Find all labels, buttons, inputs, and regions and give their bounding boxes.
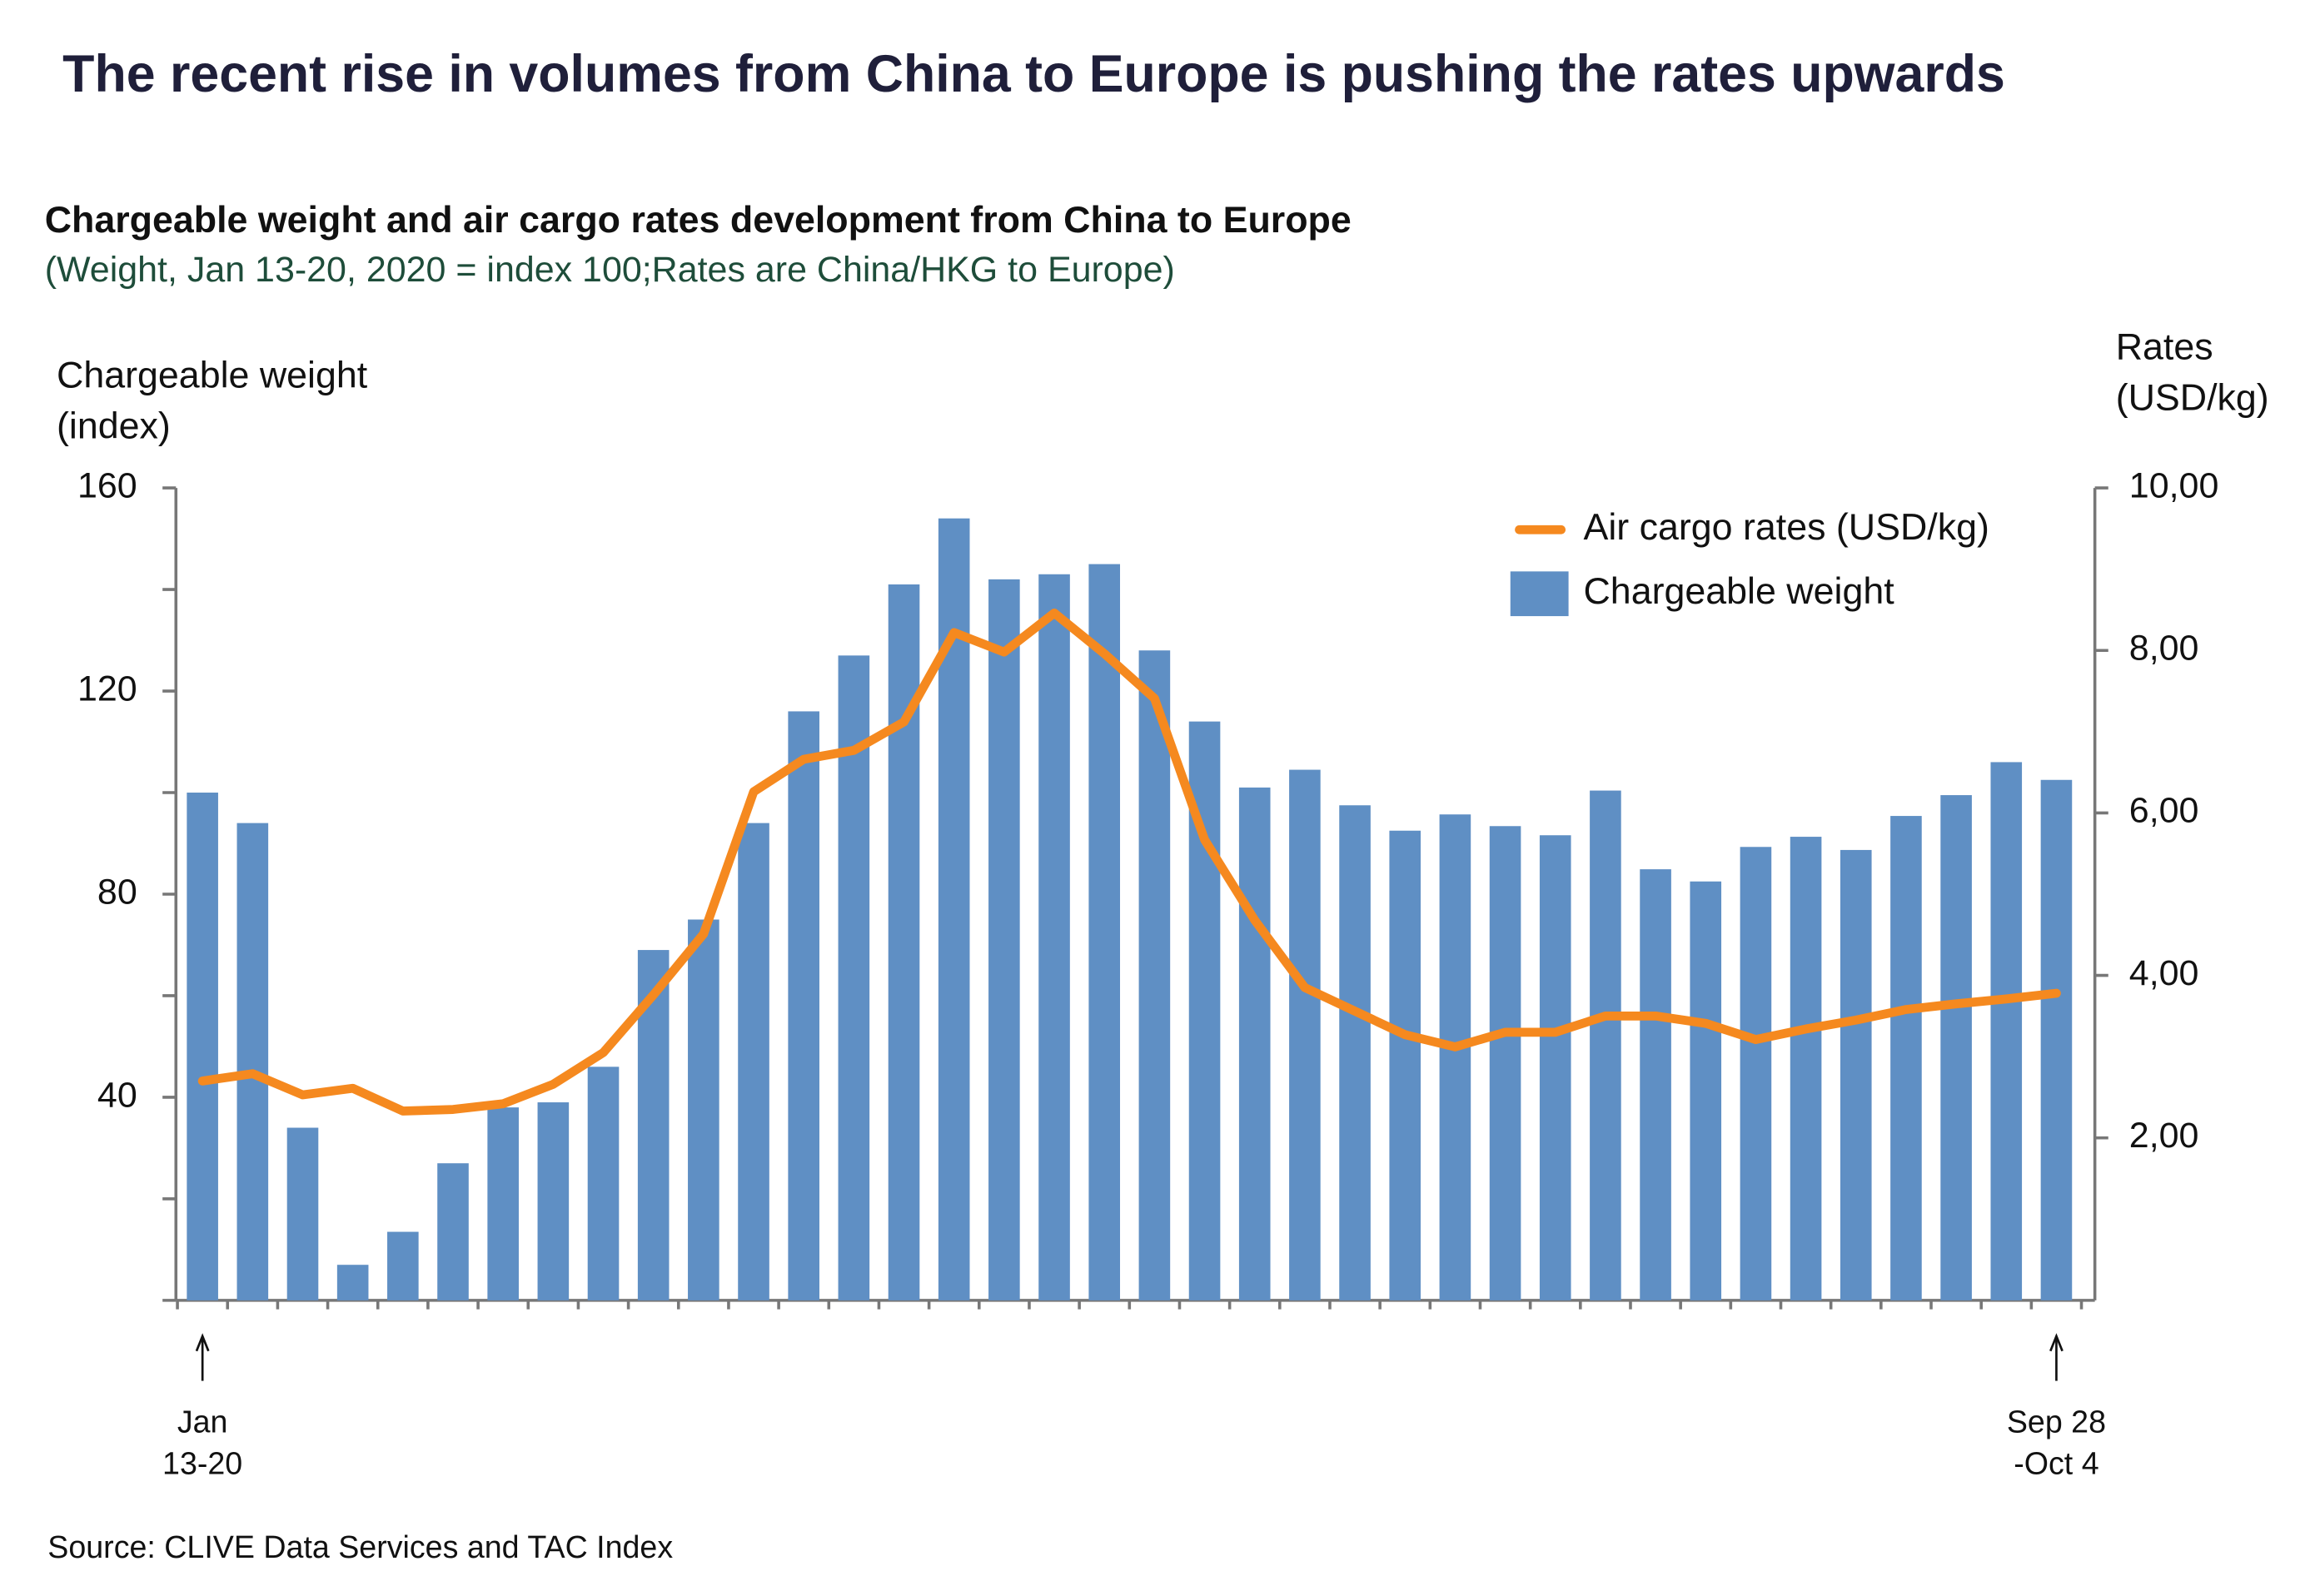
bar — [1840, 849, 1872, 1300]
x-tick-label: Jan 13-20 — [162, 1404, 242, 1480]
bar — [1489, 826, 1521, 1300]
legend-swatch — [1510, 571, 1569, 617]
y-tick-label: 160 — [77, 465, 137, 505]
bar — [1289, 769, 1321, 1300]
y2-axis-title: Rates — [2116, 326, 2213, 367]
chart-note: (Weight, Jan 13-20, 2020 = index 100;Rat… — [45, 250, 1175, 290]
bar — [1088, 564, 1121, 1300]
bar — [1740, 847, 1772, 1300]
bar — [286, 1127, 319, 1300]
bar — [1590, 790, 1621, 1300]
bar — [888, 584, 920, 1300]
bar — [838, 655, 870, 1300]
bar — [1038, 574, 1070, 1300]
bar — [587, 1066, 620, 1300]
bar — [1890, 816, 1922, 1300]
bar — [236, 823, 269, 1300]
bar — [1690, 881, 1722, 1300]
y2-tick-label: 8,00 — [2129, 629, 2199, 669]
y-axis-title: (index) — [57, 405, 171, 446]
bar — [988, 579, 1020, 1300]
y2-axis-title: (USD/kg) — [2116, 376, 2269, 418]
bar — [1990, 762, 2023, 1300]
y2-tick-label: 2,00 — [2129, 1116, 2199, 1156]
bar — [1640, 869, 1671, 1300]
line — [197, 608, 2061, 1116]
y-axis-title: Chargeable weight — [57, 354, 368, 395]
x-tick-label: Sep 28 -Oct 4 — [2007, 1404, 2106, 1480]
bar — [1539, 835, 1571, 1300]
bar — [336, 1265, 369, 1300]
chart-title: The recent rise in volumes from China to… — [62, 45, 2005, 103]
bar — [738, 823, 769, 1300]
bar — [1439, 814, 1471, 1300]
bar — [1389, 830, 1421, 1300]
bar — [1238, 787, 1271, 1300]
y2-tick-label: 4,00 — [2129, 953, 2199, 993]
bar — [187, 793, 218, 1300]
y-tick-label: 80 — [97, 872, 137, 912]
y-tick-label: 40 — [97, 1075, 137, 1115]
bar — [437, 1163, 469, 1300]
arrow-head — [2049, 1333, 2064, 1352]
bar — [1790, 837, 1822, 1300]
source-note: Source: CLIVE Data Services and TAC Inde… — [47, 1529, 673, 1564]
chart-subtitle: Chargeable weight and air cargo rates de… — [45, 199, 1352, 241]
bar — [1339, 805, 1371, 1300]
bar — [788, 711, 819, 1300]
bar — [537, 1102, 570, 1300]
arrow-head — [195, 1333, 210, 1352]
legend-label: Chargeable weight — [1583, 570, 1894, 612]
bar — [1940, 795, 1972, 1300]
y-tick-label: 120 — [77, 669, 137, 709]
bar — [688, 919, 719, 1300]
bar — [2040, 779, 2073, 1300]
bar — [1138, 650, 1171, 1300]
bar — [387, 1231, 419, 1300]
legend-label: Air cargo rates (USD/kg) — [1583, 506, 1989, 548]
bar — [487, 1107, 519, 1300]
y2-tick-label: 6,00 — [2129, 791, 2199, 831]
y2-tick-label: 10,00 — [2129, 465, 2219, 505]
